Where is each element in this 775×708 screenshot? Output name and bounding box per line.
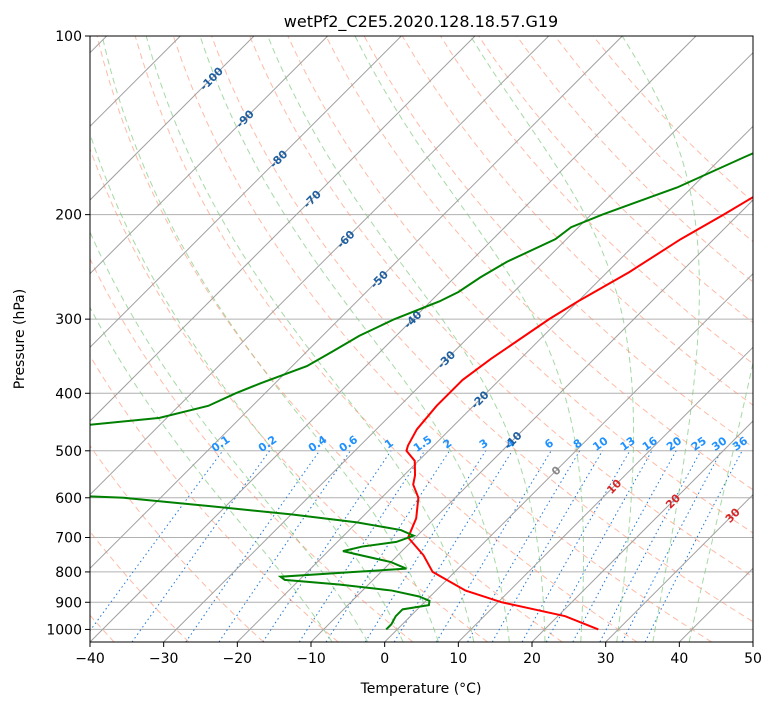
- x-axis-ticks: −40 −30 −20 −10 0 10 20 30 40 50: [75, 642, 762, 667]
- isotherm-line: [90, 36, 550, 496]
- moist-adiabat-line: [90, 230, 369, 642]
- y-tick-label: 100: [55, 29, 82, 45]
- y-tick-label: 500: [55, 444, 82, 460]
- dry-adiabat-line: [90, 444, 264, 642]
- x-tick-label: −40: [75, 651, 105, 667]
- moist-adiabat-line: [90, 306, 333, 642]
- mixing-ratio-line: [435, 450, 552, 642]
- temperature-profile-line: [405, 195, 753, 631]
- chart-title: wetPf2_C2E5.2020.128.18.57.G19: [284, 12, 558, 32]
- moist-adiabat-line: [90, 132, 404, 642]
- dry-adiabat-line: [211, 36, 753, 623]
- y-axis-title: Pressure (hPa): [12, 289, 28, 389]
- x-tick-label: −20: [223, 651, 253, 667]
- mixing-ratio-line: [325, 450, 450, 642]
- x-tick-label: 0: [380, 651, 389, 667]
- x-tick-label: 20: [523, 651, 541, 667]
- dry-adiabat-line: [516, 36, 753, 283]
- dry-adiabat-line: [90, 354, 339, 642]
- mixing-ratio-line: [218, 450, 351, 642]
- isotherm-line: [384, 272, 753, 642]
- moist-adiabat-line: [688, 360, 753, 642]
- y-tick-label: 400: [55, 386, 82, 402]
- mixing-ratio-line: [262, 450, 392, 642]
- plot-area: 0.1 0.2 0.4 0.6 1 1.5 2 3 4 6 8 10 13 16 20 25 30 36-100-…: [90, 36, 753, 642]
- dry-adiabats: [90, 36, 753, 642]
- dry-adiabat-line: [249, 36, 753, 578]
- moist-adiabats: [90, 36, 753, 642]
- plot-frame: [89, 35, 754, 643]
- isotherm-line: [163, 51, 753, 642]
- isotherm-line: [605, 493, 753, 642]
- moist-adiabat-line: [354, 36, 585, 642]
- x-tick-label: 40: [670, 651, 688, 667]
- x-tick-label: −30: [149, 651, 179, 667]
- x-tick-label: 10: [449, 651, 467, 667]
- mixing-ratio-line: [298, 450, 426, 642]
- isotherm-line: [90, 36, 255, 201]
- x-tick-label: 30: [597, 651, 615, 667]
- dewpoint-profile-line: [90, 152, 753, 631]
- isotherm-line: [90, 36, 623, 570]
- x-tick-label: 50: [744, 651, 762, 667]
- isotherm-line: [90, 36, 697, 642]
- mixing-ratio-line: [467, 450, 581, 642]
- moist-adiabat-line: [621, 36, 700, 642]
- dry-adiabat-line: [287, 36, 753, 534]
- moist-adiabat-line: [267, 36, 546, 642]
- pressure-gridlines: [90, 35, 753, 630]
- isotherm-line: [236, 125, 753, 642]
- dry-adiabat-line: [90, 257, 414, 642]
- x-axis-title: Temperature (°C): [360, 681, 482, 697]
- x-tick-label: −10: [296, 651, 326, 667]
- moist-adiabat-line: [145, 36, 475, 642]
- y-tick-label: 600: [55, 491, 82, 507]
- dry-adiabat-line: [325, 36, 753, 491]
- dry-adiabat-line: [96, 36, 563, 642]
- moist-adiabat-line: [199, 36, 510, 642]
- dry-adiabat-line: [172, 36, 712, 642]
- mixing-ratio-line: [599, 450, 702, 642]
- isotherm-line: [90, 36, 476, 422]
- y-axis-ticks: 100 200 300 400 500 600 700 800 900 1000: [46, 29, 90, 638]
- isotherm-line: [90, 36, 329, 275]
- mixing-ratio-line: [572, 450, 677, 642]
- isotherm-line: [90, 36, 402, 349]
- y-tick-label: 800: [55, 565, 82, 581]
- isotherm-line: [531, 420, 753, 642]
- y-tick-label: 200: [55, 208, 82, 224]
- mixing-ratio-line: [185, 450, 320, 642]
- y-tick-label: 900: [55, 595, 82, 611]
- y-tick-label: 300: [55, 312, 82, 328]
- dry-adiabat-line: [134, 36, 638, 642]
- y-tick-label: 700: [55, 531, 82, 547]
- moist-adiabat-line: [101, 36, 439, 642]
- isotherm-line: [457, 346, 753, 642]
- y-tick-label: 1000: [46, 622, 82, 638]
- mixing-ratio-line: [364, 450, 487, 642]
